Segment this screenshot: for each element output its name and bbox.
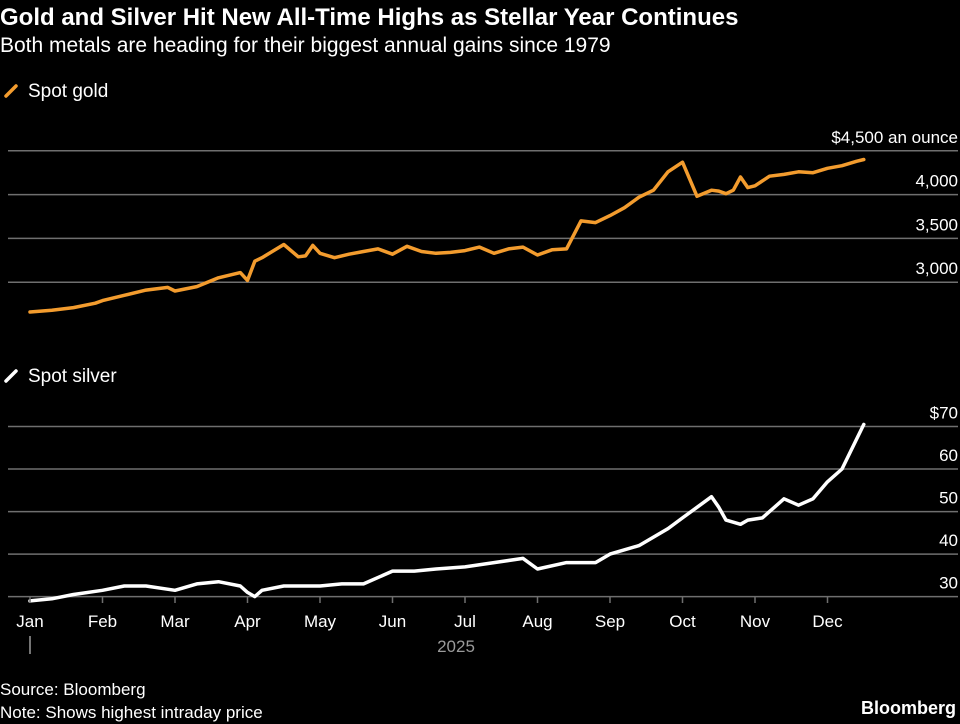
source-note: Source: Bloomberg <box>0 680 146 699</box>
footnote: Note: Shows highest intraday price <box>0 703 263 722</box>
x-tick-label-may: May <box>304 612 337 631</box>
silver-legend-label: Spot silver <box>28 366 117 387</box>
silver-series-line <box>28 422 866 603</box>
x-tick-label-mar: Mar <box>160 612 190 631</box>
silver-ytick-label-3: 40 <box>939 531 958 550</box>
year-label: 2025 <box>437 637 475 656</box>
x-tick-label-jan: Jan <box>16 612 43 631</box>
chart-subtitle: Both metals are heading for their bigges… <box>0 34 611 57</box>
x-tick-label-feb: Feb <box>88 612 117 631</box>
x-tick-label-jul: Jul <box>454 612 476 631</box>
gold-legend-swatch <box>4 84 18 98</box>
gold-ytick-label-0: $4,500 an ounce <box>831 128 958 147</box>
brand-logo: Bloomberg <box>860 698 956 718</box>
silver-panel: Spot silver $70 60 50 40 30 <box>4 366 958 603</box>
gold-ytick-label-2: 3,500 <box>915 215 958 234</box>
x-tick-label-aug: Aug <box>522 612 552 631</box>
silver-legend-swatch <box>4 369 18 383</box>
gold-series-line <box>28 157 866 314</box>
silver-ytick-label-1: 60 <box>939 446 958 465</box>
gold-legend-label: Spot gold <box>28 81 108 102</box>
gold-panel: Spot gold $4,500 an ounce 4,000 3,500 3,000 <box>4 81 958 314</box>
silver-ytick-label-2: 50 <box>939 489 958 508</box>
gold-ytick-label-3: 3,000 <box>915 259 958 278</box>
x-tick-label-sep: Sep <box>595 612 625 631</box>
silver-ytick-label-0: $70 <box>930 404 958 423</box>
x-tick-label-nov: Nov <box>740 612 771 631</box>
x-tick-label-apr: Apr <box>234 612 261 631</box>
gold-ytick-label-1: 4,000 <box>915 172 958 191</box>
silver-ytick-label-4: 30 <box>939 574 958 593</box>
x-tick-label-dec: Dec <box>812 612 843 631</box>
x-tick-label-oct: Oct <box>669 612 696 631</box>
x-axis: Jan Feb Mar Apr May Jun Jul Aug Sep Oct Nov Dec 2025 <box>16 596 843 656</box>
x-tick-label-jun: Jun <box>379 612 406 631</box>
chart-title: Gold and Silver Hit New All-Time Highs a… <box>0 4 739 31</box>
